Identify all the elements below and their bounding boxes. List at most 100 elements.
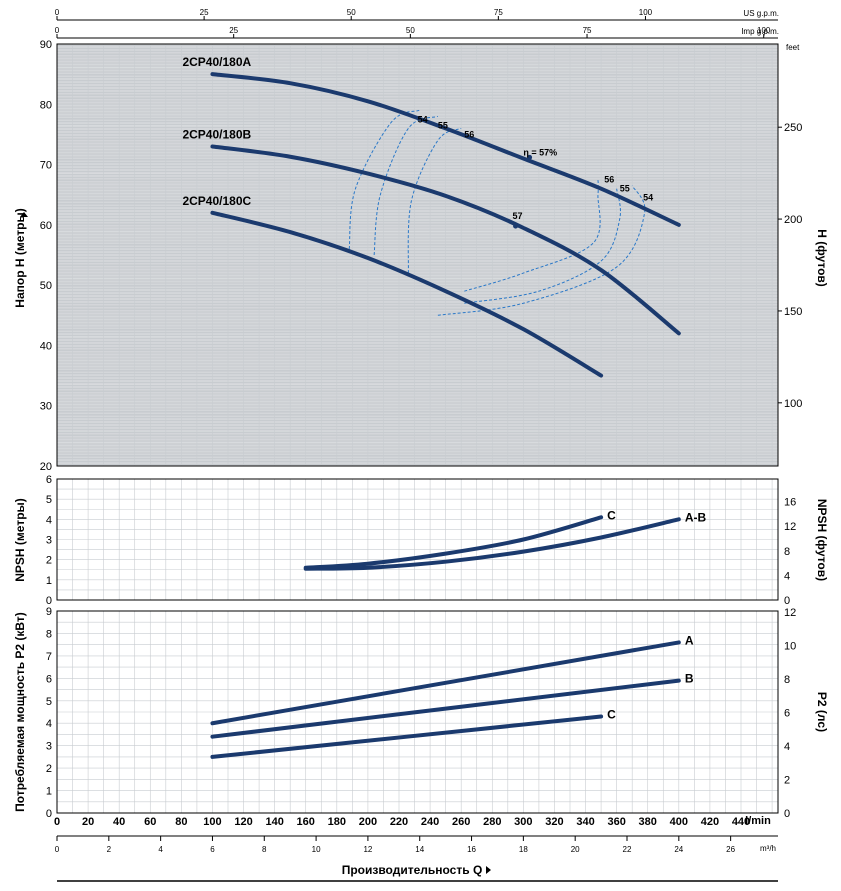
efficiency-contour-56 [407,127,462,274]
curves-layer [210,72,681,759]
x-tick-m3h: 12 [363,845,372,854]
x-tick-m3h: 14 [415,845,424,854]
series-label: A-B [685,510,707,524]
x-tick-lmin: 220 [390,816,408,828]
series-label: 2CP40/180B [182,127,251,141]
x-tick-m3h: 18 [519,845,528,854]
x-label: Производительность Q [342,863,483,877]
y-tick-right-label: 8 [784,546,790,558]
x-tick-lmin: 20 [82,816,94,828]
y-label-power: Потребляемая мощность P2 (кВт) [13,612,27,812]
y-tick-label: 80 [40,99,52,111]
y-tick-label: 50 [40,280,52,292]
y-tick-right-label: 0 [784,808,790,820]
y-label-npsh: NPSH (метры) [13,498,27,582]
x-tick-lmin: 380 [639,816,657,828]
y-tick-label: 5 [46,494,52,506]
efficiency-point [513,223,519,229]
y-tick-label: 5 [46,696,52,708]
x-tick-lmin: 160 [297,816,315,828]
y-tick-right-label: 6 [784,708,790,720]
y-tick-right-label: 250 [784,122,802,134]
panel-frame [56,478,779,601]
curve-2-C [210,714,604,759]
x-tick-lmin: 40 [113,816,125,828]
curve-2-A [210,640,681,726]
series-label: C [607,707,616,721]
y-tick-right-label: 0 [784,595,790,607]
efficiency-contour-55 [464,188,621,304]
y-tick-label: 0 [46,595,52,607]
x-label-arrow [486,866,491,874]
x-tick-lmin: 0 [54,816,60,828]
y-tick-label: 9 [46,606,52,618]
efficiency-label: 55 [620,184,630,194]
efficiency-label: η = 57% [523,148,557,158]
y-label-npsh-right: NPSH (футов) [815,499,829,581]
x-tick-m3h: 24 [674,845,683,854]
y-tick-label: 60 [40,220,52,232]
y-tick-label: 8 [46,628,52,640]
series-label: B [685,672,694,686]
x-tick-impgpm: 75 [583,26,592,35]
x-unit-m3h: m³/h [760,844,776,853]
x-tick-usgpm: 75 [494,8,503,17]
x-tick-lmin: 240 [421,816,439,828]
x-tick-usgpm: 25 [200,8,209,17]
y-tick-label: 0 [46,808,52,820]
x-tick-m3h: 6 [210,845,215,854]
y-tick-label: 7 [46,651,52,663]
x-unit-lmin: l/min [745,815,771,827]
series-label: 2CP40/180C [182,194,251,208]
y-tick-right-label: 200 [784,214,802,226]
efficiency-label: 56 [604,175,614,185]
y-tick-label: 20 [40,461,52,473]
x-unit-impgpm: Imp g.p.m. [741,27,779,36]
x-tick-m3h: 2 [107,845,112,854]
y-tick-label: 2 [46,555,52,567]
y-tick-label: 4 [46,514,52,526]
curve-0-2CP40/180A [210,72,681,227]
y-label-head: Напор H (метры) [13,208,27,307]
x-tick-m3h: 10 [312,845,321,854]
x-tick-lmin: 320 [545,816,563,828]
x-tick-impgpm: 25 [229,26,238,35]
y-label-arrow [20,212,28,217]
x-tick-lmin: 120 [234,816,252,828]
y-tick-right-label: 4 [784,570,790,582]
x-tick-lmin: 260 [452,816,470,828]
x-tick-impgpm: 50 [406,26,415,35]
efficiency-label: 55 [438,120,448,130]
efficiency-label: 54 [643,193,653,203]
x-tick-m3h: 16 [467,845,476,854]
y-label-power-right: P2 (лс) [815,692,829,732]
x-tick-lmin: 400 [670,816,688,828]
x-unit-usgpm: US g.p.m. [743,9,779,18]
y-tick-label: 6 [46,474,52,486]
y-tick-label: 4 [46,718,52,730]
y-tick-label: 90 [40,39,52,51]
x-tick-m3h: 20 [571,845,580,854]
series-label: C [607,508,616,522]
x-tick-lmin: 440 [732,816,750,828]
x-tick-lmin: 200 [359,816,377,828]
y-tick-right-label: 100 [784,398,802,410]
y-tick-label: 6 [46,673,52,685]
y-tick-right-label: 150 [784,306,802,318]
y-tick-label: 3 [46,741,52,753]
x-tick-lmin: 140 [265,816,283,828]
x-tick-lmin: 80 [175,816,187,828]
labels-layer: 2030405060708090012345601234567891001502… [20,8,802,874]
y-tick-right-label: 8 [784,674,790,686]
y-tick-label: 1 [46,575,52,587]
x-tick-lmin: 180 [328,816,346,828]
curve-1-C [303,515,604,570]
y-tick-right-label: 12 [784,607,796,619]
x-tick-lmin: 300 [514,816,532,828]
x-tick-lmin: 340 [576,816,594,828]
x-tick-lmin: 60 [144,816,156,828]
x-tick-impgpm: 0 [55,26,60,35]
x-tick-lmin: 100 [203,816,221,828]
y-tick-right-label: 12 [784,521,796,533]
